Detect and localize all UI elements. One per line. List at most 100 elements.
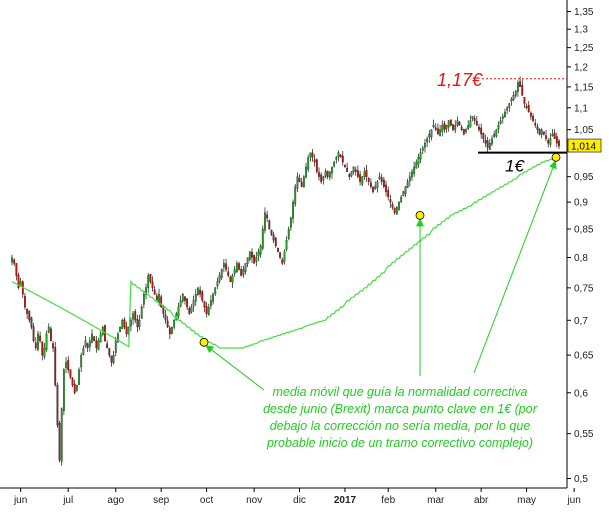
candle-body xyxy=(201,291,204,301)
candle-body xyxy=(382,179,385,187)
candle-body xyxy=(160,296,163,308)
candle-body xyxy=(13,259,16,264)
candle-body xyxy=(495,129,498,137)
candle-body xyxy=(499,120,502,125)
candle-body xyxy=(514,90,517,96)
candle-body xyxy=(153,289,156,295)
candle-body xyxy=(344,164,346,168)
candle-body xyxy=(58,423,61,461)
candle-body xyxy=(11,257,13,263)
candle-body xyxy=(52,343,54,349)
candle-body xyxy=(194,294,197,302)
candle-body xyxy=(421,147,424,151)
candle-body xyxy=(467,125,470,129)
candle-body xyxy=(54,346,57,386)
candle-body xyxy=(508,103,511,108)
ma-touch-marker xyxy=(551,152,561,162)
candle-body xyxy=(449,119,452,126)
candle-body xyxy=(274,237,277,247)
candle-body xyxy=(184,296,186,301)
x-tick-label: may xyxy=(517,495,536,506)
candle-body xyxy=(348,174,351,177)
candle-body xyxy=(510,99,513,102)
candle-body xyxy=(365,170,368,177)
candle-body xyxy=(372,187,374,192)
x-tick-label: jun xyxy=(13,495,27,506)
candle-body xyxy=(43,347,46,357)
candle-body xyxy=(264,212,266,231)
candle-body xyxy=(32,326,35,342)
ma-touch-marker xyxy=(415,210,425,220)
y-tick-label: 1,05 xyxy=(574,125,594,136)
annotation-arrows xyxy=(205,160,557,391)
y-tick-label: 1,2 xyxy=(574,62,588,73)
candle-body xyxy=(86,343,89,349)
y-tick-label: 0,85 xyxy=(574,224,594,235)
candle-body xyxy=(313,159,316,163)
candle-body xyxy=(214,287,217,294)
candle-body xyxy=(257,251,260,257)
candle-body xyxy=(240,269,243,276)
candle-body xyxy=(374,186,377,190)
candle-body xyxy=(108,348,111,356)
candle-body xyxy=(320,174,323,182)
candle-body xyxy=(17,274,20,288)
candle-body xyxy=(261,228,264,249)
candle-body xyxy=(26,308,29,314)
candle-body xyxy=(88,340,91,347)
candle-body xyxy=(106,343,109,349)
candle-body xyxy=(292,201,294,219)
candle-body xyxy=(471,116,474,120)
x-tick-label: sep xyxy=(153,495,170,506)
y-tick-label: 1,15 xyxy=(574,82,594,93)
candle-body xyxy=(482,132,485,139)
candle-body xyxy=(512,94,515,100)
candle-body xyxy=(177,306,180,317)
x-tick-label: ago xyxy=(107,495,124,506)
candle-body xyxy=(298,178,301,182)
candle-body xyxy=(558,140,560,147)
candle-body xyxy=(385,184,387,192)
candle-body xyxy=(255,257,258,262)
candle-body xyxy=(91,333,93,343)
note-line-1: media móvil que guía la normalidad corre… xyxy=(273,385,528,399)
candle-body xyxy=(302,176,305,188)
candle-body xyxy=(465,129,467,132)
candle-body xyxy=(307,157,310,170)
candle-body xyxy=(480,127,483,135)
candle-body xyxy=(428,133,431,138)
candle-body xyxy=(114,340,117,353)
candle-body xyxy=(268,220,271,230)
candle-body xyxy=(222,263,225,268)
candle-body xyxy=(289,217,292,228)
candle-body xyxy=(484,139,487,144)
candle-body xyxy=(357,170,359,177)
candle-body xyxy=(56,385,59,426)
candle-body xyxy=(210,300,212,307)
candle-body xyxy=(398,201,400,210)
x-axis: jun jul ago sep oct nov dic 2017 feb mar abr may jun xyxy=(13,488,581,506)
candle-body xyxy=(123,319,126,328)
candle-body xyxy=(501,116,504,119)
candle-body xyxy=(529,112,532,117)
candle-body xyxy=(205,306,208,314)
candle-body xyxy=(380,177,383,182)
candle-body xyxy=(352,166,355,173)
candle-body xyxy=(117,333,119,343)
note-line-3: debajo la corrección no sería media, por… xyxy=(270,419,531,433)
candle-body xyxy=(186,298,189,308)
candle-body xyxy=(60,408,63,462)
candle-body xyxy=(281,259,284,264)
candle-body xyxy=(475,121,478,126)
candle-body xyxy=(130,320,132,327)
candle-body xyxy=(447,120,450,128)
candle-body xyxy=(458,121,461,126)
candle-body xyxy=(341,155,344,163)
candle-body xyxy=(534,123,537,126)
support-label: 1€ xyxy=(505,157,525,176)
candle-body xyxy=(404,186,407,194)
candle-body xyxy=(188,308,191,314)
candle-body xyxy=(28,310,31,321)
candle-body xyxy=(283,251,286,262)
candle-body xyxy=(73,383,76,393)
